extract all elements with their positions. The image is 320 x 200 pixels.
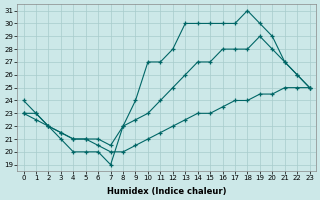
X-axis label: Humidex (Indice chaleur): Humidex (Indice chaleur) bbox=[107, 187, 226, 196]
